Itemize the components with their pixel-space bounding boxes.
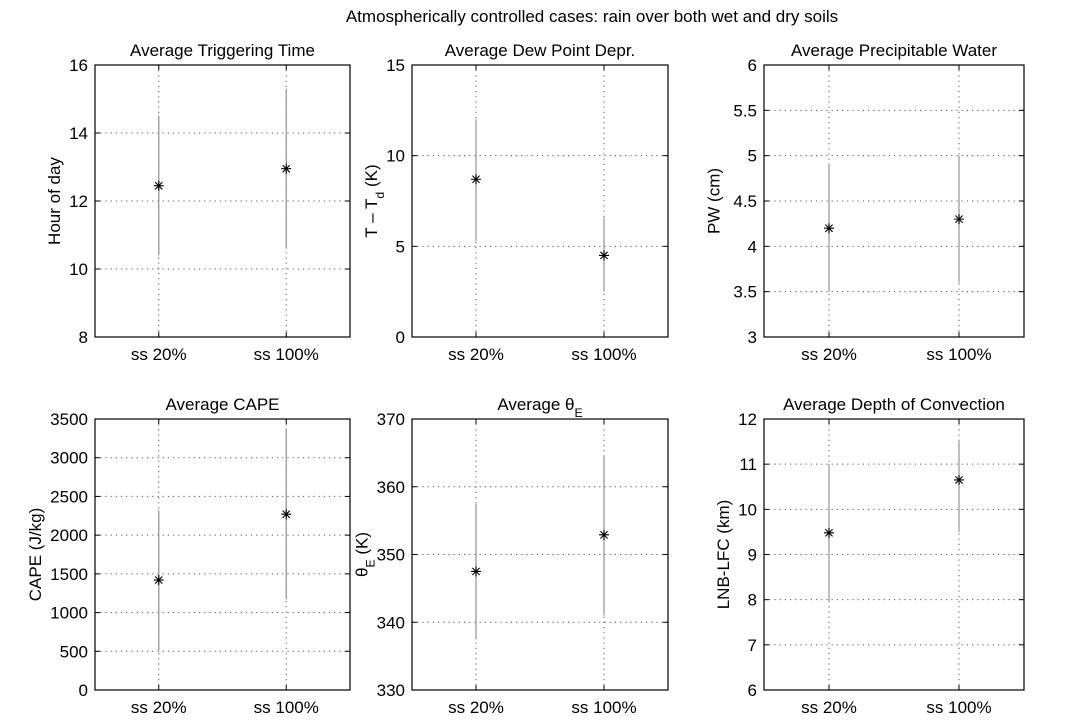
axes-frame: [94, 418, 351, 691]
x-tick-label: ss 20%: [131, 345, 187, 364]
data-point-marker: [954, 474, 964, 485]
panel-3: 3 3.5 4 4.5 5 5.5 6 ss 20% ss 100% Average Precip…: [705, 41, 1025, 364]
y-axis-label: LNB-LFC (km): [714, 500, 733, 610]
x-tick-label: ss 20%: [448, 698, 504, 717]
y-tick-label: 11: [739, 455, 757, 474]
panel-title: Average Precipitable Water: [791, 41, 997, 60]
y-tick-label: 7: [748, 636, 757, 655]
y-tick-label: 330: [377, 681, 405, 700]
y-axis-label-base: T – T: [362, 199, 381, 238]
x-tick-label: ss 100%: [571, 345, 636, 364]
y-tick-label: 1500: [50, 565, 88, 584]
y-tick-label: 10: [738, 500, 757, 519]
y-axis-label: CAPE (J/kg): [26, 508, 45, 602]
x-tick-label: ss 20%: [801, 345, 857, 364]
y-tick-label: 5.5: [733, 101, 757, 120]
y-tick-label: 3000: [50, 449, 88, 468]
panel-title: Average Triggering Time: [130, 41, 315, 60]
y-tick-label: 360: [377, 478, 405, 497]
y-axis-label-sub: E: [364, 559, 378, 567]
y-tick-label: 5: [748, 147, 757, 166]
y-axis-label-base: θ: [353, 568, 372, 577]
y-tick-label: 14: [69, 124, 88, 143]
data-point-marker: [281, 509, 292, 520]
x-tick-label: ss 100%: [254, 698, 319, 717]
y-axis-label: θE (K): [353, 532, 378, 577]
y-tick-label: 2500: [50, 487, 88, 506]
y-tick-label: 12: [69, 192, 88, 211]
data-point-marker: [824, 223, 834, 234]
x-tick-label: ss 100%: [571, 698, 636, 717]
panel-1: 8 10 12 14 16 ss 20% ss 100% Average Triggering…: [45, 41, 351, 364]
data-point-marker: [954, 214, 964, 225]
panel-2: 0 5 10 15 ss 20% ss 100% Average Dew Point Dep…: [362, 41, 669, 364]
x-tick-label: ss 100%: [254, 345, 319, 364]
y-tick-label: 0: [79, 681, 88, 700]
y-tick-label: 3500: [50, 410, 88, 429]
y-tick-label: 1000: [50, 604, 88, 623]
y-tick-label: 500: [60, 642, 88, 661]
plot-area: [95, 65, 350, 337]
y-tick-label: 15: [386, 56, 405, 75]
y-tick-label: 5: [396, 237, 405, 256]
data-point-marker: [153, 180, 164, 191]
panel-title: Average Depth of Convection: [783, 395, 1005, 414]
x-tick-label: ss 100%: [926, 698, 991, 717]
data-point-marker: [471, 174, 481, 185]
y-tick-label: 0: [396, 328, 405, 347]
panel-title-base: Average θ: [497, 395, 574, 414]
y-tick-label: 10: [69, 260, 88, 279]
y-tick-label: 9: [748, 546, 757, 565]
y-tick-label: 4: [748, 237, 757, 256]
y-axis-label: T – Td (K): [362, 164, 387, 237]
y-tick-label: 3.5: [733, 283, 757, 302]
x-tick-label: ss 20%: [131, 698, 187, 717]
y-tick-label: 3: [748, 328, 757, 347]
panel-title: Average CAPE: [165, 395, 279, 414]
y-tick-label: 10: [386, 147, 405, 166]
x-tick-label: ss 20%: [448, 345, 504, 364]
data-point-marker: [471, 566, 481, 577]
y-axis-label-sub: d: [373, 192, 387, 199]
plot-area: [412, 419, 668, 690]
panel-4: 0 500 1000 1500 2000 2500 3000 3500 ss 20% ss 100…: [26, 395, 351, 717]
y-tick-label: 4.5: [733, 192, 757, 211]
y-tick-label: 370: [377, 410, 405, 429]
y-tick-label: 16: [69, 56, 88, 75]
y-tick-label: 340: [377, 613, 405, 632]
y-tick-label: 8: [79, 328, 88, 347]
figure-title: Atmospherically controlled cases: rain o…: [346, 7, 838, 26]
y-axis-label-tail: (K): [353, 532, 372, 559]
axes-frame: [411, 64, 669, 338]
data-point-marker: [281, 163, 292, 174]
y-tick-label: 6: [748, 56, 757, 75]
y-tick-label: 12: [738, 410, 757, 429]
panel-6: 6 7 8 9 10 11 12 ss 20% ss 100% Average Depth of …: [714, 395, 1025, 717]
data-point-marker: [153, 575, 164, 586]
plot-area: [412, 65, 668, 337]
y-tick-label: 8: [748, 591, 757, 610]
y-axis-label: Hour of day: [45, 157, 64, 245]
panels: 8 10 12 14 16 ss 20% ss 100% Average Triggering…: [26, 41, 1025, 717]
panel-title: Average Dew Point Depr.: [445, 41, 636, 60]
x-tick-label: ss 100%: [926, 345, 991, 364]
y-tick-label: 2000: [50, 526, 88, 545]
y-axis-label-tail: (K): [362, 164, 381, 191]
panel-title-sub: E: [575, 406, 583, 420]
y-tick-label: 350: [377, 546, 405, 565]
y-tick-label: 6: [748, 681, 757, 700]
data-point-marker: [599, 529, 609, 540]
panel-title: Average θE: [497, 395, 582, 420]
data-point-marker: [824, 527, 834, 538]
x-tick-label: ss 20%: [801, 698, 857, 717]
y-axis-label: PW (cm): [705, 168, 724, 234]
data-point-marker: [599, 250, 609, 261]
plot-area: [95, 419, 350, 690]
